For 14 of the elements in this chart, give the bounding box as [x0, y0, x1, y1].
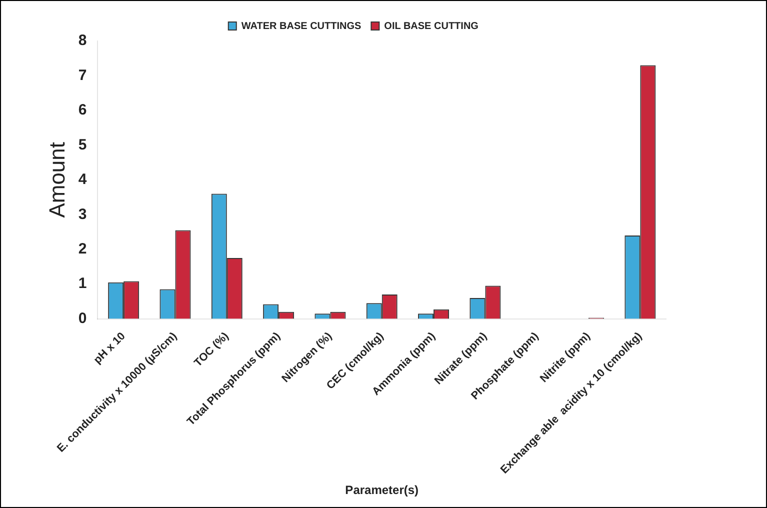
y-tick-label: 0 — [78, 310, 87, 327]
y-tick-label: 2 — [78, 240, 87, 258]
y-tick-label: 3 — [78, 206, 87, 223]
y-tick-label: 8 — [78, 32, 87, 50]
y-tick-label: 7 — [78, 66, 87, 84]
y-axis-title: Amount — [44, 142, 70, 218]
y-tick-label: 6 — [78, 102, 87, 119]
legend-label: OIL BASE CUTTING — [384, 20, 479, 32]
y-tick-label: 4 — [78, 171, 88, 188]
legend-label: WATER BASE CUTTINGS — [241, 20, 362, 32]
y-tick-label: 1 — [78, 275, 87, 292]
y-tick-label: 5 — [78, 136, 87, 154]
x-tick-label: pH x 10 — [92, 330, 128, 366]
x-axis-title: Parameter(s) — [345, 483, 419, 498]
